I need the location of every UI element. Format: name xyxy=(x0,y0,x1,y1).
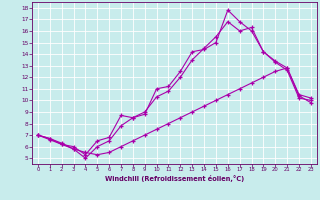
X-axis label: Windchill (Refroidissement éolien,°C): Windchill (Refroidissement éolien,°C) xyxy=(105,175,244,182)
